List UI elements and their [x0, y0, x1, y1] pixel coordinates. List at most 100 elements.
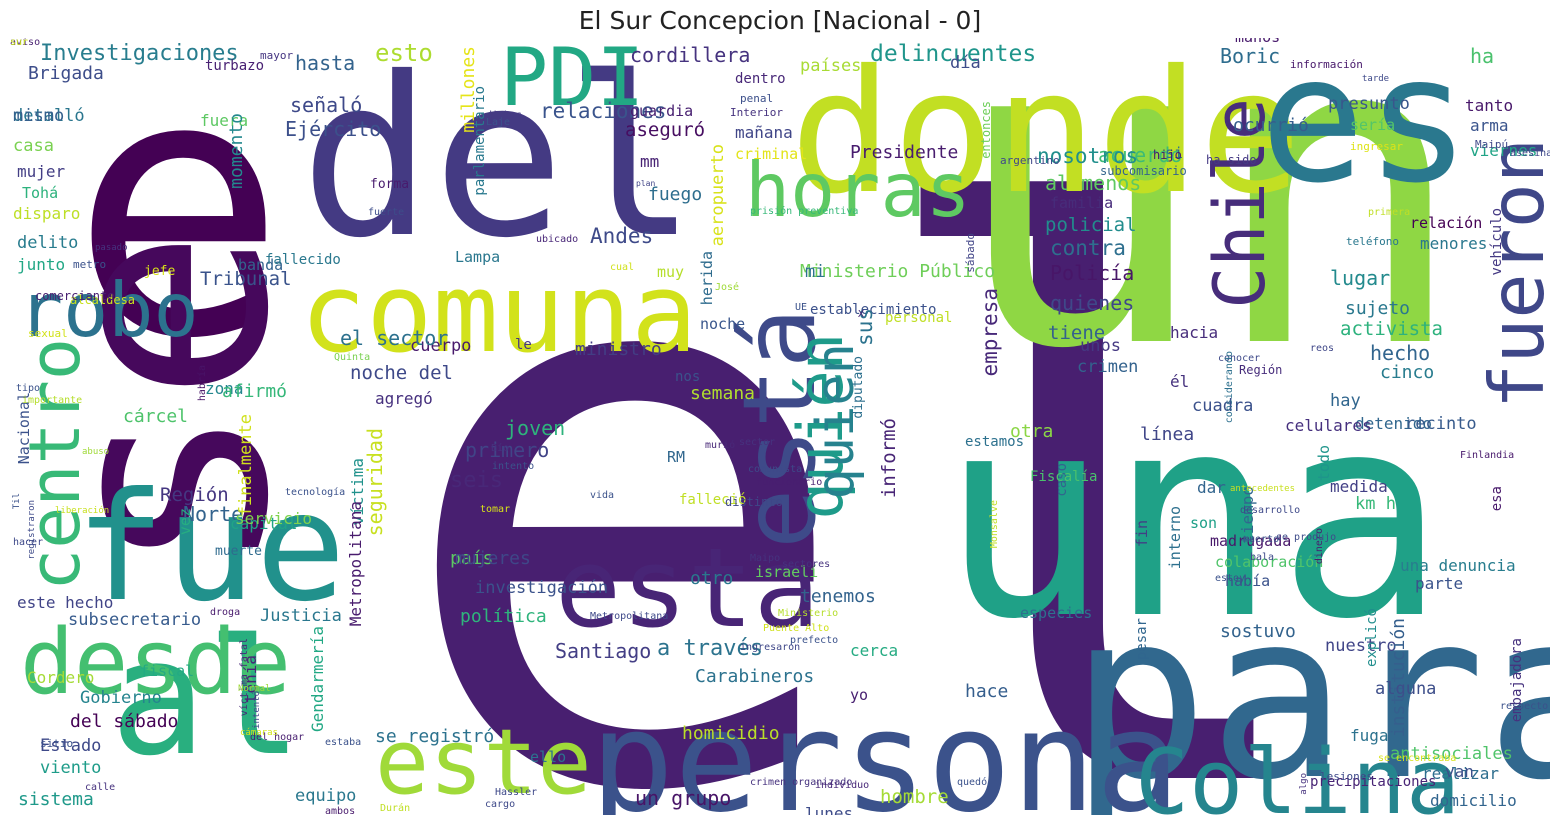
cloud-word: esto	[375, 39, 433, 67]
cloud-word: Región	[1239, 363, 1283, 377]
cloud-word: abuso	[82, 447, 110, 457]
cloud-word: sábado	[964, 233, 977, 273]
cloud-word: cinco	[1380, 362, 1435, 383]
cloud-word: pasado	[95, 243, 128, 253]
page-title: El Sur Concepcion [Nacional - 0]	[578, 6, 982, 35]
cloud-word: Finlandia	[1460, 450, 1515, 461]
cloud-word: antisociales	[1390, 744, 1513, 764]
cloud-word: muy	[657, 263, 685, 281]
cloud-word: un	[950, 38, 1468, 443]
cloud-word: Metropolitana	[346, 501, 365, 627]
cloud-word: se registró	[375, 726, 495, 747]
cloud-word: del	[300, 38, 698, 286]
cloud-word: pesar	[1134, 618, 1150, 661]
cloud-word: servicio	[235, 509, 313, 528]
cloud-word: Normal	[238, 684, 271, 694]
cloud-word: zona	[205, 379, 244, 398]
cloud-word: muerte	[215, 544, 262, 559]
cloud-word: junto	[17, 255, 66, 274]
cloud-word: se produjo	[1276, 532, 1337, 543]
cloud-word: le	[515, 337, 532, 353]
cloud-word: agregó	[375, 389, 433, 408]
cloud-word: país	[450, 548, 494, 569]
cloud-word: Laje	[486, 117, 511, 128]
cloud-word: el sector	[340, 326, 449, 350]
cloud-word: hecho	[1370, 341, 1431, 365]
cloud-word: Justicia	[260, 606, 342, 626]
cloud-word: información	[1290, 58, 1363, 71]
cloud-word: penal	[740, 92, 774, 105]
cloud-word: afirmó	[222, 381, 288, 402]
cloud-word: domicilio	[1430, 791, 1517, 810]
cloud-word: relaciones	[540, 99, 667, 123]
cloud-word: Gobierno	[80, 688, 162, 708]
cloud-word: subcomisario	[1100, 164, 1187, 178]
cloud-word: registraron	[27, 500, 37, 560]
cloud-word: individuo	[815, 780, 870, 791]
cloud-word: e	[70, 38, 287, 417]
cloud-word: fue	[75, 461, 346, 635]
cloud-word: Puente Alto	[763, 623, 830, 634]
cloud-word: dar	[1197, 478, 1226, 497]
cloud-word: Estado	[40, 736, 102, 756]
cloud-word: ha sido	[1206, 153, 1257, 167]
cloud-word: tenemos	[800, 586, 876, 607]
cloud-word: disparo	[13, 204, 81, 223]
word-cloud: elunedeldondeesseunaparapersonafuecomuna…	[10, 38, 1550, 815]
cloud-word: hacia	[1170, 323, 1219, 342]
cloud-word: casa	[13, 136, 54, 156]
cloud-word: institución	[1388, 618, 1409, 738]
cloud-word: fuga	[1350, 726, 1389, 745]
cloud-word: mi	[805, 262, 826, 282]
cloud-word: contra	[1050, 236, 1126, 260]
cloud-word: banda	[238, 256, 284, 274]
cloud-word: crimen	[1077, 357, 1139, 377]
cloud-word: dichos	[486, 110, 523, 121]
cloud-word: estamos	[965, 434, 1025, 450]
cloud-word: se encontraba	[1378, 753, 1457, 764]
cloud-word: delincuentes	[870, 41, 1037, 67]
cloud-word: Ejército	[285, 117, 382, 141]
cloud-word: cordillera	[630, 43, 751, 67]
cloud-word: joven	[505, 416, 566, 440]
cloud-word: guardia	[630, 102, 694, 120]
cloud-word: intento	[492, 461, 535, 472]
cloud-word: quedó	[957, 777, 988, 788]
cloud-word: tarde	[1362, 74, 1390, 84]
cloud-word: Lampa	[455, 248, 501, 266]
cloud-word: acuerdo	[1098, 143, 1183, 167]
cloud-word: política	[460, 606, 547, 627]
cloud-word: Monsalve	[989, 500, 1000, 549]
cloud-word: arma	[1470, 116, 1509, 135]
cloud-word: informó	[878, 418, 900, 499]
cloud-word: mujeres	[455, 548, 531, 569]
cloud-word: cerca	[850, 641, 899, 660]
cloud-word: ubicado	[536, 234, 579, 245]
cloud-word: Investigaciones	[40, 41, 239, 66]
cloud-word: seis	[450, 468, 503, 493]
cloud-word: estaba	[325, 737, 362, 748]
cloud-word: subsecretario	[68, 610, 202, 630]
cloud-word: tomar	[480, 504, 511, 515]
cloud-word: dentro	[735, 71, 786, 87]
cloud-word: celulares	[1285, 416, 1372, 435]
cloud-word: antecedentes	[1230, 484, 1296, 494]
cloud-word: primera	[1368, 207, 1411, 218]
cloud-word: es	[1260, 38, 1471, 222]
cloud-word: X	[858, 309, 865, 320]
cloud-word: prisión preventiva	[750, 206, 859, 217]
cloud-word: UE	[795, 302, 808, 313]
cloud-word: fuerte	[368, 207, 405, 218]
cloud-word: ministro	[575, 339, 662, 360]
cloud-word: vehículo	[1489, 208, 1505, 276]
cloud-word: lugar	[1330, 266, 1391, 290]
cloud-word: noche	[700, 315, 746, 333]
cloud-word: quienes	[1050, 291, 1135, 315]
cloud-word: ello	[530, 748, 567, 766]
cloud-word: sectores	[782, 559, 831, 570]
cloud-word: prefecto	[790, 635, 839, 646]
cloud-word: parlamentario	[472, 86, 488, 196]
cloud-word: sujeto	[1345, 298, 1411, 319]
cloud-word: mayor	[260, 49, 294, 62]
cloud-word: sería	[1350, 116, 1396, 134]
